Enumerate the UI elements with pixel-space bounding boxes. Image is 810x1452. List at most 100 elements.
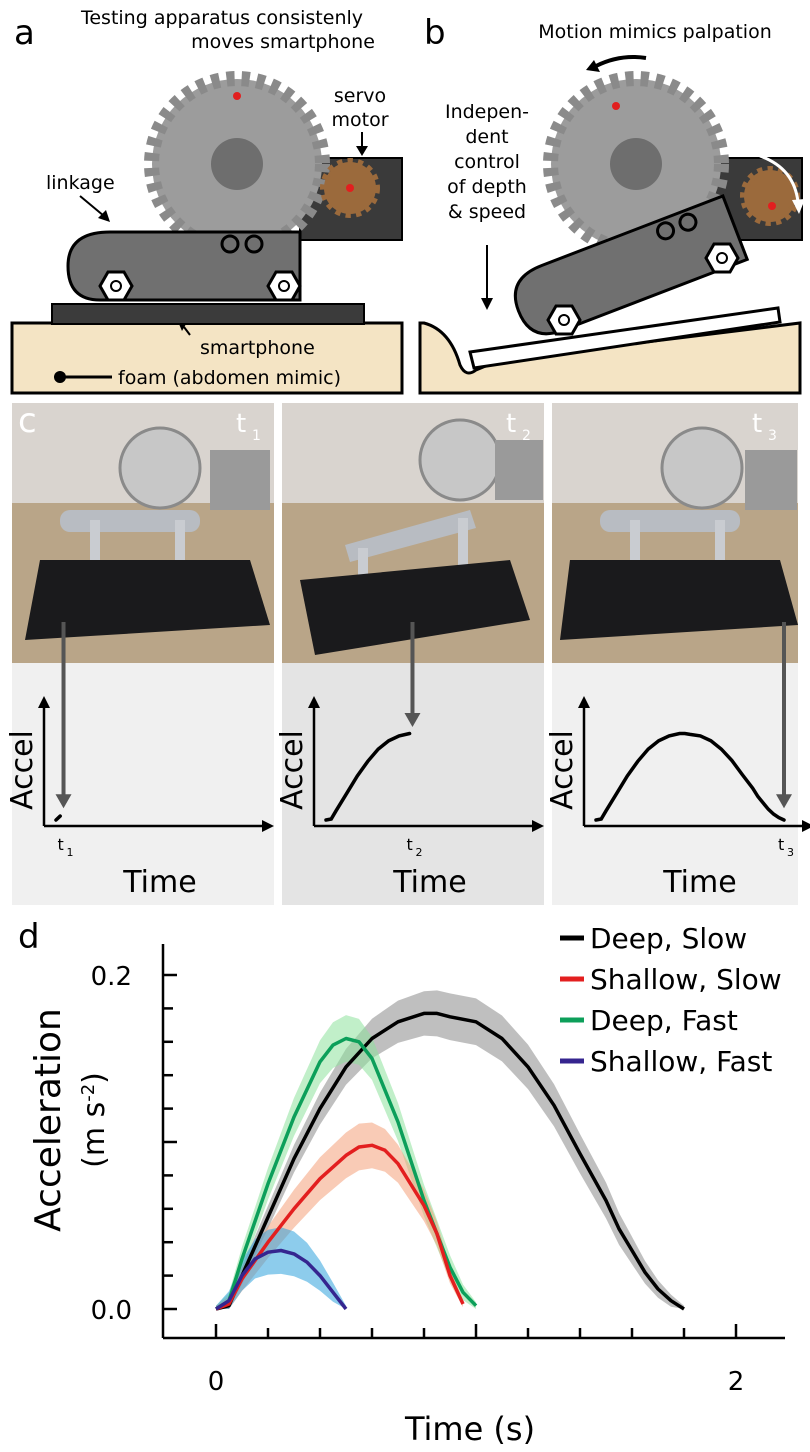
servo-rotation-arrowhead [792,199,805,214]
mini-plot-3: Accel Time t 3 [545,622,810,900]
mini-tick-label: t [778,835,784,854]
foam-block [10,321,404,395]
panel-a: a Testing apparatus consistenly moves sm… [10,7,404,395]
y-unit-post: ) [77,1072,112,1084]
rotation-arrowhead [586,60,600,72]
y-axis-label: Acceleration [28,1008,69,1232]
y-unit-pre: (m s [77,1102,112,1168]
mini-tick-label: t [406,835,412,854]
photo-servo [210,450,270,510]
frame-time-label-main: t [752,409,762,439]
panel-c-letter: c [18,401,37,441]
mini-x-arrowhead [532,820,544,832]
frame-time-label-sub: 3 [768,428,777,444]
legend-label: Deep, Fast [590,1004,738,1037]
mini-pointer-arrowhead [404,712,421,727]
linkage-label: linkage [46,172,115,194]
mini-x-arrowhead [262,820,274,832]
photo-gear [118,426,202,510]
mini-y-arrowhead [38,696,50,708]
mini-pointer-arrowhead [55,794,72,809]
error-band-3 [216,1227,346,1309]
large-gear-icon [144,71,330,257]
mini-y-label: Accel [5,730,40,810]
photo-gear [418,418,502,502]
smartphone-tilted [468,306,782,370]
smartphone-label: smartphone [200,337,315,359]
control-label-line3: control [454,151,520,173]
hex-nut-icon [98,270,134,302]
servo-gear-icon [320,158,380,218]
frame-time-label: t 3 [752,409,777,444]
mini-pointer-arrowhead [776,794,792,809]
legend-label: Shallow, Slow [590,963,782,996]
frame-time-label-main: t [506,409,516,439]
mini-y-arrowhead [578,696,590,708]
foam-label: foam (abdomen mimic) [118,367,341,389]
mini-tick-sub: 3 [787,846,794,859]
panel-b-letter: b [424,13,446,53]
panel-a-letter: a [14,13,35,53]
servo-label-line1: servo [334,85,386,107]
frame-time-label: t 2 [506,409,531,444]
linkage-arrowhead [98,210,110,222]
control-label-line4: of depth [447,176,527,198]
series-line-0 [215,1011,685,1311]
photo-smartphone [300,560,530,655]
mini-x-label: Time [392,865,466,900]
y-axis-unit: (m s-2) [77,1072,112,1168]
frame-3: t 3 [552,403,798,905]
panel-b: b Motion mimics palpation [418,13,805,395]
plot-background [552,663,798,905]
frame-time-label-main: t [236,409,246,439]
photo-linkage [345,510,476,562]
panel-d: d 0.0 0.2 0 2 Time (s) Acceleration (m s-2) Dee… [18,917,785,1448]
control-arrowhead [481,298,493,310]
panel-c: t 1 t 2 [5,401,810,905]
smartphone-shape [51,303,365,325]
mini-plot-2: Accel Time t 2 [275,622,544,900]
frame-time-label-sub: 1 [252,428,261,444]
mini-x-arrowhead [802,820,810,832]
servo-label-line2: motor [331,109,388,131]
legend-label: Shallow, Fast [590,1045,772,1078]
series-line-3 [215,1248,348,1311]
control-label-line2: dent [465,126,508,148]
mini-curve [594,731,786,822]
panel-a-title-line1: Testing apparatus consistenly [80,7,363,29]
frame-time-label: t 1 [236,409,261,444]
mini-y-label: Accel [275,730,310,810]
hex-nut-icon [704,242,740,274]
mini-curve [324,731,412,822]
panel-a-title-line2: moves smartphone [191,31,375,53]
photo-servo [495,440,543,500]
panel-b-title: Motion mimics palpation [538,21,772,43]
mini-y-label: Accel [545,730,580,810]
servo-arrowhead [356,146,368,156]
frame-time-label-sub: 2 [522,428,531,444]
hex-nut-icon [546,304,582,336]
large-gear-icon [543,71,729,257]
plot-background [12,663,274,905]
y-unit-sup: -2 [78,1084,99,1102]
control-label-line1: Indepen- [445,101,529,123]
mini-tick-sub: 1 [67,846,74,859]
x-axis-label: Time (s) [404,1410,535,1448]
mini-tick-sub: 2 [415,846,422,859]
smartphone-arrow [183,326,191,336]
photo-smartphone [560,560,798,640]
photo-smartphone [25,560,270,640]
mini-x-label: Time [662,865,736,900]
acceleration-chart: 0.0 0.2 0 2 Time (s) Acceleration (m s-2) Deep,… [28,922,785,1448]
x-tick-label: 0 [208,1367,225,1397]
smartphone-arrowhead [179,324,186,331]
photo-gear [660,426,744,510]
legend-label: Deep, Slow [590,922,747,955]
control-label-line5: & speed [448,201,526,223]
mini-y-arrowhead [308,696,320,708]
mini-curve [54,814,62,822]
x-tick-label: 2 [728,1367,745,1397]
mini-plot-1: Accel Time t 1 [5,622,274,900]
